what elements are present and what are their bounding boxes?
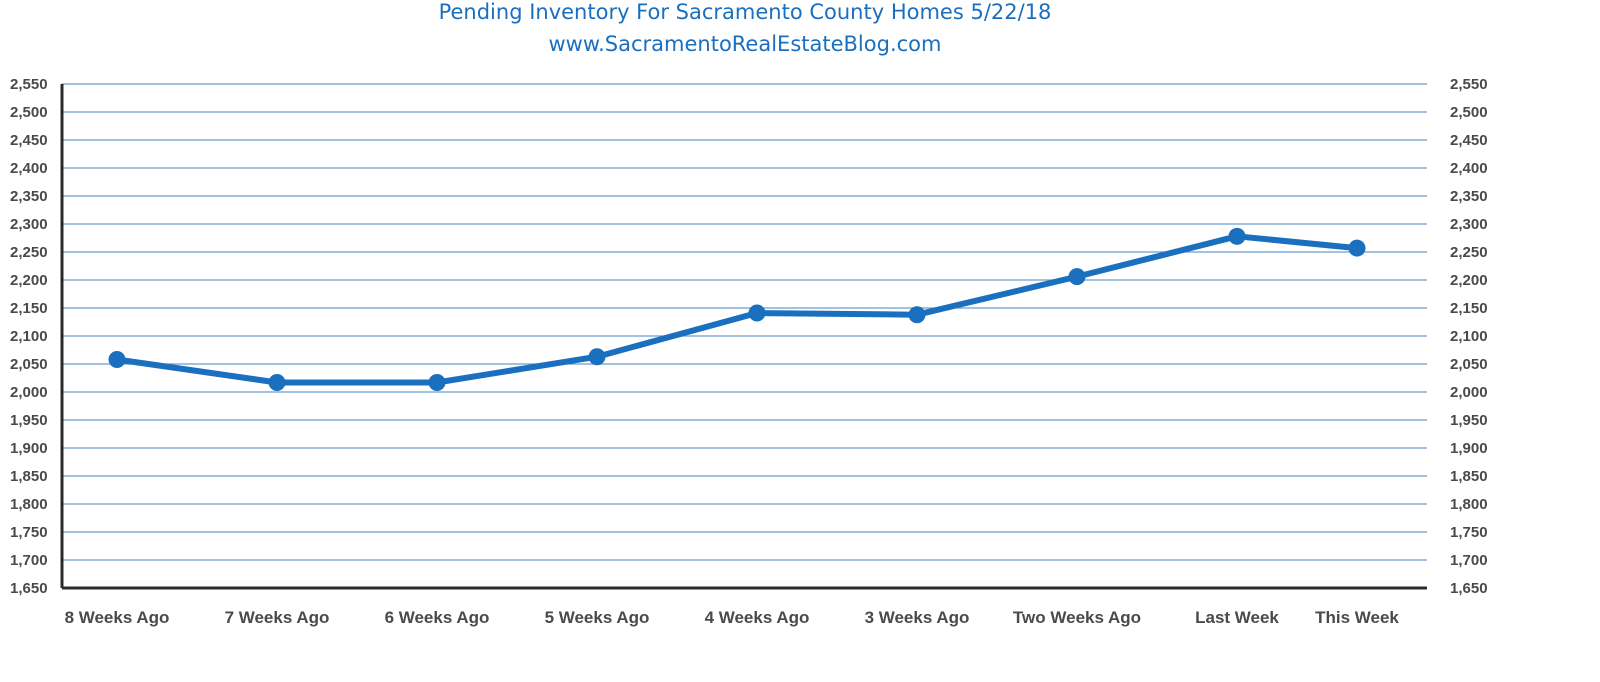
chart-subtitle: www.SacramentoRealEstateBlog.com bbox=[548, 32, 942, 56]
data-point bbox=[428, 373, 446, 391]
y-tick-label-left: 2,150 bbox=[10, 300, 48, 317]
y-tick-label-right: 2,350 bbox=[1450, 188, 1488, 205]
data-point bbox=[1068, 268, 1086, 286]
x-tick-label: 8 Weeks Ago bbox=[65, 608, 170, 627]
data-point bbox=[268, 373, 286, 391]
chart-title: Pending Inventory For Sacramento County … bbox=[438, 0, 1052, 24]
data-point bbox=[1348, 239, 1366, 257]
y-tick-label-left: 1,800 bbox=[10, 496, 48, 513]
y-tick-label-left: 2,050 bbox=[10, 356, 48, 373]
y-tick-label-left: 1,900 bbox=[10, 440, 48, 457]
y-tick-label-left: 2,400 bbox=[10, 160, 48, 177]
y-tick-label-left: 1,650 bbox=[10, 580, 48, 597]
x-tick-label: Two Weeks Ago bbox=[1013, 608, 1141, 627]
y-tick-label-left: 2,100 bbox=[10, 328, 48, 345]
y-tick-label-left: 1,750 bbox=[10, 524, 48, 541]
y-tick-label-left: 2,450 bbox=[10, 132, 48, 149]
y-tick-label-right: 2,550 bbox=[1450, 76, 1488, 93]
y-tick-label-left: 2,000 bbox=[10, 384, 48, 401]
x-tick-label: Last Week bbox=[1195, 608, 1279, 627]
y-tick-label-left: 2,300 bbox=[10, 216, 48, 233]
y-tick-label-left: 2,550 bbox=[10, 76, 48, 93]
data-point bbox=[908, 306, 926, 324]
y-tick-label-right: 1,800 bbox=[1450, 496, 1488, 513]
series-line bbox=[114, 233, 1360, 386]
y-tick-label-right: 2,050 bbox=[1450, 356, 1488, 373]
y-tick-label-left: 2,500 bbox=[10, 104, 48, 121]
y-tick-label-left: 1,850 bbox=[10, 468, 48, 485]
x-tick-label: 4 Weeks Ago bbox=[705, 608, 810, 627]
y-tick-label-right: 2,000 bbox=[1450, 384, 1488, 401]
y-tick-label-right: 2,400 bbox=[1450, 160, 1488, 177]
y-tick-label-left: 2,250 bbox=[10, 244, 48, 261]
x-tick-label: 3 Weeks Ago bbox=[865, 608, 970, 627]
y-tick-label-left: 1,700 bbox=[10, 552, 48, 569]
y-tick-label-right: 2,300 bbox=[1450, 216, 1488, 233]
x-tick-label: 6 Weeks Ago bbox=[385, 608, 490, 627]
x-tick-label: 7 Weeks Ago bbox=[225, 608, 330, 627]
y-tick-label-right: 1,850 bbox=[1450, 468, 1488, 485]
data-point bbox=[748, 304, 766, 322]
y-tick-label-right: 2,250 bbox=[1450, 244, 1488, 261]
data-point bbox=[108, 351, 126, 369]
y-tick-label-right: 1,950 bbox=[1450, 412, 1488, 429]
x-tick-label: 5 Weeks Ago bbox=[545, 608, 650, 627]
y-tick-label-left: 2,200 bbox=[10, 272, 48, 289]
y-tick-label-right: 2,100 bbox=[1450, 328, 1488, 345]
y-tick-label-right: 2,500 bbox=[1450, 104, 1488, 121]
y-tick-label-right: 2,150 bbox=[1450, 300, 1488, 317]
data-point bbox=[1228, 227, 1246, 245]
y-tick-label-right: 1,700 bbox=[1450, 552, 1488, 569]
data-point bbox=[588, 348, 606, 366]
y-tick-label-right: 2,450 bbox=[1450, 132, 1488, 149]
y-tick-label-right: 1,650 bbox=[1450, 580, 1488, 597]
y-tick-label-right: 1,900 bbox=[1450, 440, 1488, 457]
y-tick-label-right: 2,200 bbox=[1450, 272, 1488, 289]
y-tick-label-left: 2,350 bbox=[10, 188, 48, 205]
x-tick-label: This Week bbox=[1315, 608, 1399, 627]
y-tick-label-right: 1,750 bbox=[1450, 524, 1488, 541]
y-tick-label-left: 1,950 bbox=[10, 412, 48, 429]
